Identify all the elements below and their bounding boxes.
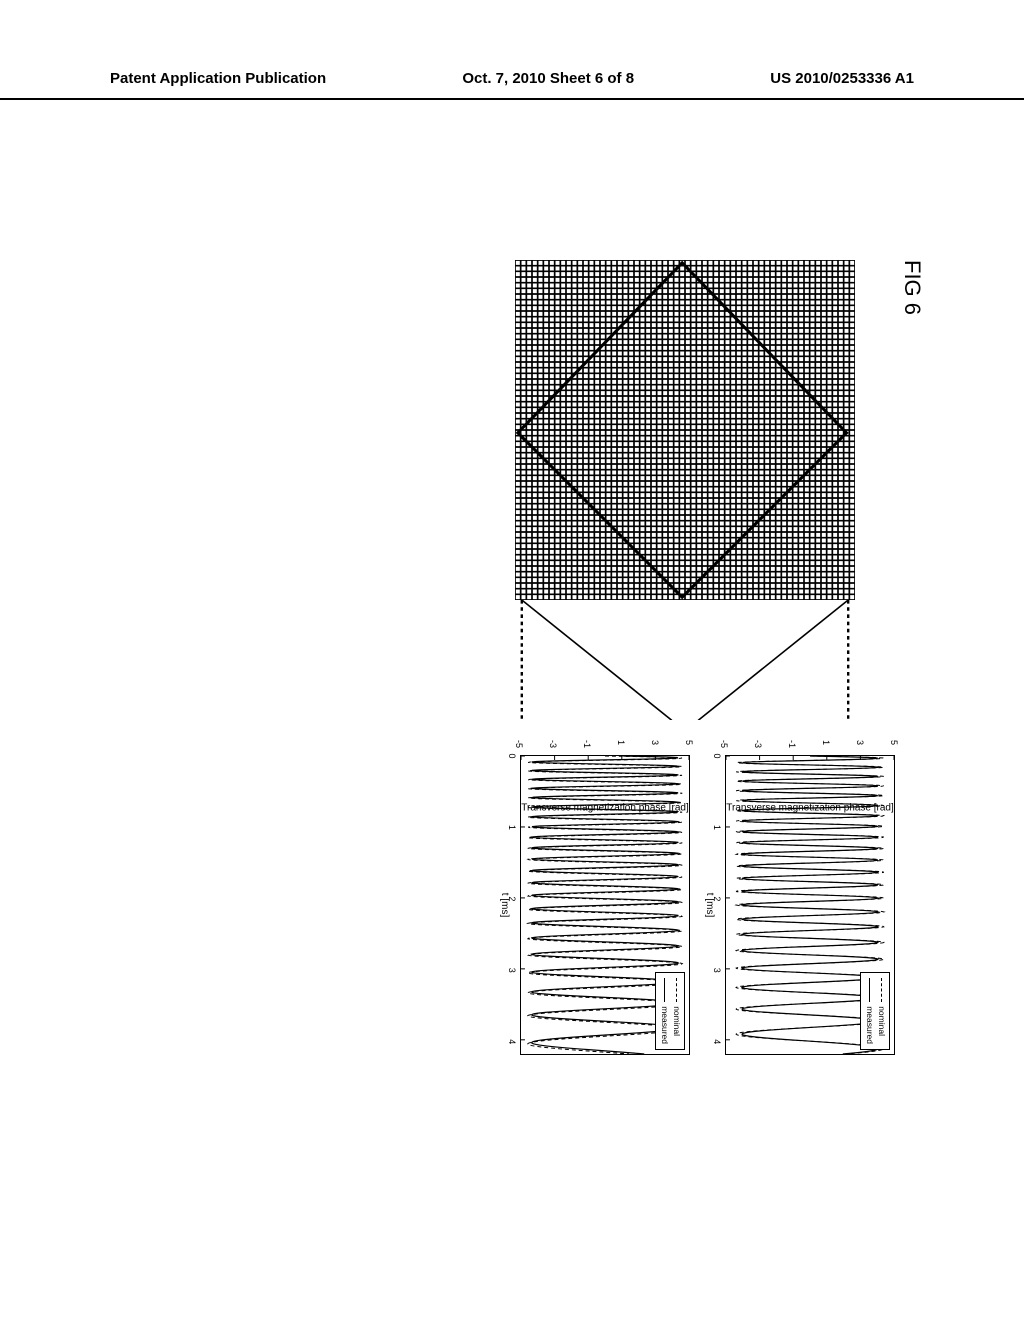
y-tick-label: -5 <box>719 740 729 748</box>
y-tick-label: 3 <box>650 740 660 745</box>
legend-item: measured <box>658 978 670 1044</box>
voxel-grid-svg <box>515 260 855 600</box>
voxel-grid-panel <box>515 260 855 600</box>
legend-item: nominal <box>670 978 682 1044</box>
y-tick-label: -5 <box>514 740 524 748</box>
x-tick-label: 1 <box>507 825 517 830</box>
x-tick-label: 2 <box>507 896 517 901</box>
figure-label: FIG 6 <box>899 260 925 315</box>
x-tick-label: 3 <box>507 968 517 973</box>
chart-legend: nominalmeasured <box>655 972 685 1050</box>
legend-label: nominal <box>875 1006 887 1036</box>
y-tick-label: -1 <box>582 740 592 748</box>
y-tick-label: 1 <box>616 740 626 745</box>
legend-line-sample <box>664 978 665 1002</box>
legend-item: measured <box>863 978 875 1044</box>
legend-line-sample <box>676 978 677 1002</box>
chart-legend: nominalmeasured <box>860 972 890 1050</box>
y-axis-label: Transverse magnetization phase [rad] <box>726 802 894 813</box>
callout-lines <box>515 600 855 720</box>
page-header: Patent Application Publication Oct. 7, 2… <box>0 70 1024 100</box>
header-left: Patent Application Publication <box>110 70 326 92</box>
header-right: US 2010/0253336 A1 <box>770 70 914 92</box>
x-tick-label: 1 <box>712 825 722 830</box>
phase-chart-bottom: Transverse magnetization phase [rad] t [… <box>520 755 690 1055</box>
legend-line-sample <box>881 978 882 1002</box>
legend-line-sample <box>869 978 870 1002</box>
legend-label: measured <box>658 1006 670 1044</box>
phase-chart-top: Transverse magnetization phase [rad] t [… <box>725 755 895 1055</box>
legend-item: nominal <box>875 978 887 1044</box>
x-tick-label: 4 <box>507 1039 517 1044</box>
figure-6: FIG 6 Transverse magnetization phase [ra… <box>75 260 895 980</box>
x-tick-label: 4 <box>712 1039 722 1044</box>
y-tick-label: 5 <box>684 740 694 745</box>
y-tick-label: -3 <box>753 740 763 748</box>
y-axis-label: Transverse magnetization phase [rad] <box>521 802 689 813</box>
y-tick-label: 5 <box>889 740 899 745</box>
y-tick-label: -3 <box>548 740 558 748</box>
legend-label: nominal <box>670 1006 682 1036</box>
x-tick-label: 0 <box>507 753 517 758</box>
x-tick-label: 3 <box>712 968 722 973</box>
legend-label: measured <box>863 1006 875 1044</box>
x-tick-label: 2 <box>712 896 722 901</box>
y-tick-label: 3 <box>855 740 865 745</box>
x-tick-label: 0 <box>712 753 722 758</box>
y-tick-label: -1 <box>787 740 797 748</box>
y-tick-label: 1 <box>821 740 831 745</box>
header-center: Oct. 7, 2010 Sheet 6 of 8 <box>462 70 634 92</box>
charts-column: Transverse magnetization phase [rad] t [… <box>475 720 895 1070</box>
